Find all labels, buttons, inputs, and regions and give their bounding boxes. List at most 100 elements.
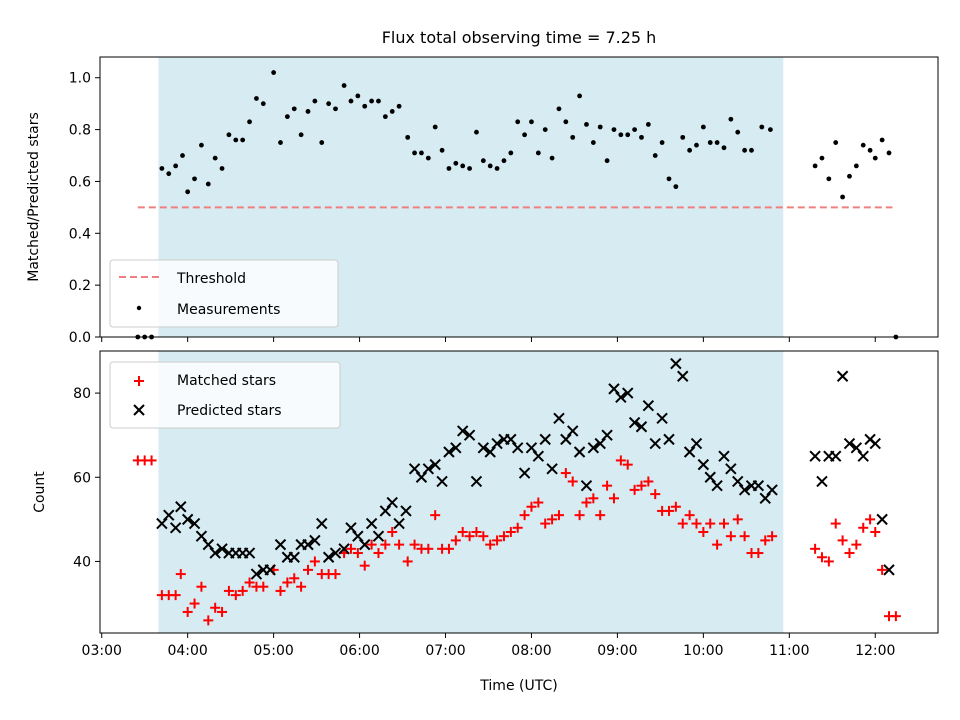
measurement-point: [291, 106, 297, 112]
matched-star-point: [230, 590, 241, 601]
predicted-star-point: [704, 471, 716, 483]
matched-star-point: [170, 590, 181, 601]
predicted-star-point: [484, 446, 496, 458]
measurement-point: [714, 140, 720, 145]
predicted-star-point: [573, 446, 586, 458]
matched-star-point: [588, 493, 599, 504]
predicted-star-point: [759, 492, 771, 505]
measurement-point: [480, 158, 486, 164]
measurement-point: [529, 119, 534, 125]
matched-star-point: [865, 514, 876, 525]
matched-star-point: [275, 585, 286, 596]
measurement-point: [847, 173, 852, 179]
predicted-star-point: [876, 513, 888, 526]
predicted-star-point: [580, 479, 593, 492]
predicted-star-point: [181, 513, 194, 526]
matched-star-point: [182, 606, 193, 617]
matched-star-point: [196, 581, 207, 592]
predicted-star-point: [752, 479, 765, 492]
predicted-star-point: [690, 437, 703, 450]
predicted-star-point: [697, 458, 710, 471]
measurement-point: [867, 147, 873, 153]
count-panel-frame: [99, 350, 939, 634]
predicted-star-point: [539, 433, 551, 446]
matched-star-point: [636, 480, 647, 491]
matched-star-point: [237, 585, 248, 596]
matched-star-point: [505, 526, 516, 537]
predicted-star-point: [830, 450, 842, 462]
measurement-point: [632, 127, 638, 132]
matched-star-point: [553, 510, 564, 521]
measurement-point: [611, 127, 617, 132]
matched-star-point: [540, 518, 551, 529]
measurement-point: [278, 140, 283, 145]
measurement-point: [872, 155, 878, 161]
measurement-point: [219, 166, 225, 171]
predicted-star-point: [766, 484, 778, 496]
predicted-star-point: [415, 471, 428, 483]
predicted-star-point: [594, 437, 606, 450]
predicted-star-point: [732, 475, 744, 488]
measurement-point: [577, 93, 582, 99]
matched-star-point: [345, 543, 356, 554]
matched-star-point: [622, 459, 633, 470]
measurement-point: [522, 132, 527, 138]
measurement-point: [419, 150, 424, 156]
measurement-point: [604, 158, 610, 164]
predicted-star-point: [883, 564, 895, 576]
measurement-point: [597, 124, 603, 130]
ratio-legend: Threshold Measurements: [109, 259, 339, 328]
matched-star-point: [189, 598, 200, 609]
x-tick-label: 07:00: [425, 643, 465, 659]
matched-star-point: [574, 510, 585, 521]
predicted-star-point: [216, 543, 228, 555]
matched-star-point: [498, 531, 509, 542]
matched-star-point: [608, 493, 619, 504]
measurement-point: [768, 127, 773, 132]
matched-star-point: [670, 501, 681, 512]
predicted-star-point: [622, 387, 634, 399]
measurement-point: [247, 119, 252, 125]
measurement-point: [652, 153, 658, 158]
measurement-point: [405, 134, 411, 140]
measurement-point: [742, 147, 748, 153]
measurement-point: [853, 163, 859, 169]
predicted-star-point: [302, 538, 314, 551]
measurement-point: [185, 189, 191, 195]
matched-star-point: [547, 514, 558, 525]
measurement-point: [508, 150, 514, 156]
predicted-star-point: [316, 517, 328, 530]
predicted-star-point: [169, 522, 182, 534]
measurement-point: [487, 163, 493, 169]
measurement-point: [348, 98, 354, 104]
measurement-point: [369, 98, 374, 104]
matched-star-point: [560, 468, 571, 479]
predicted-star-point: [649, 437, 661, 450]
predicted-star-point: [738, 484, 751, 496]
predicted-star-point: [456, 425, 469, 437]
predicted-star-point: [288, 551, 300, 563]
matched-star-point: [258, 581, 269, 592]
x-tick-label: 11:00: [769, 643, 809, 659]
predicted-star-point: [608, 383, 620, 395]
measurement-point: [680, 134, 686, 140]
matched-star-point: [691, 518, 702, 529]
measurement-point: [362, 103, 368, 109]
measurement-point: [226, 132, 232, 138]
matched-star-point: [485, 539, 496, 550]
measurement-point: [879, 137, 885, 143]
measurement-point: [376, 98, 381, 104]
predicted-star-point: [365, 517, 378, 530]
measurement-point: [159, 166, 165, 171]
measurement-point: [618, 132, 624, 138]
matched-star-point: [877, 564, 888, 575]
matched-star-point: [512, 522, 523, 533]
measurement-point: [639, 134, 644, 140]
predicted-star-point: [628, 416, 641, 429]
matched-star-point: [359, 560, 370, 571]
matched-star-point: [684, 510, 695, 521]
measurement-point: [549, 155, 555, 161]
predicted-star-point: [345, 522, 357, 534]
x-tick-label: 04:00: [167, 643, 207, 659]
